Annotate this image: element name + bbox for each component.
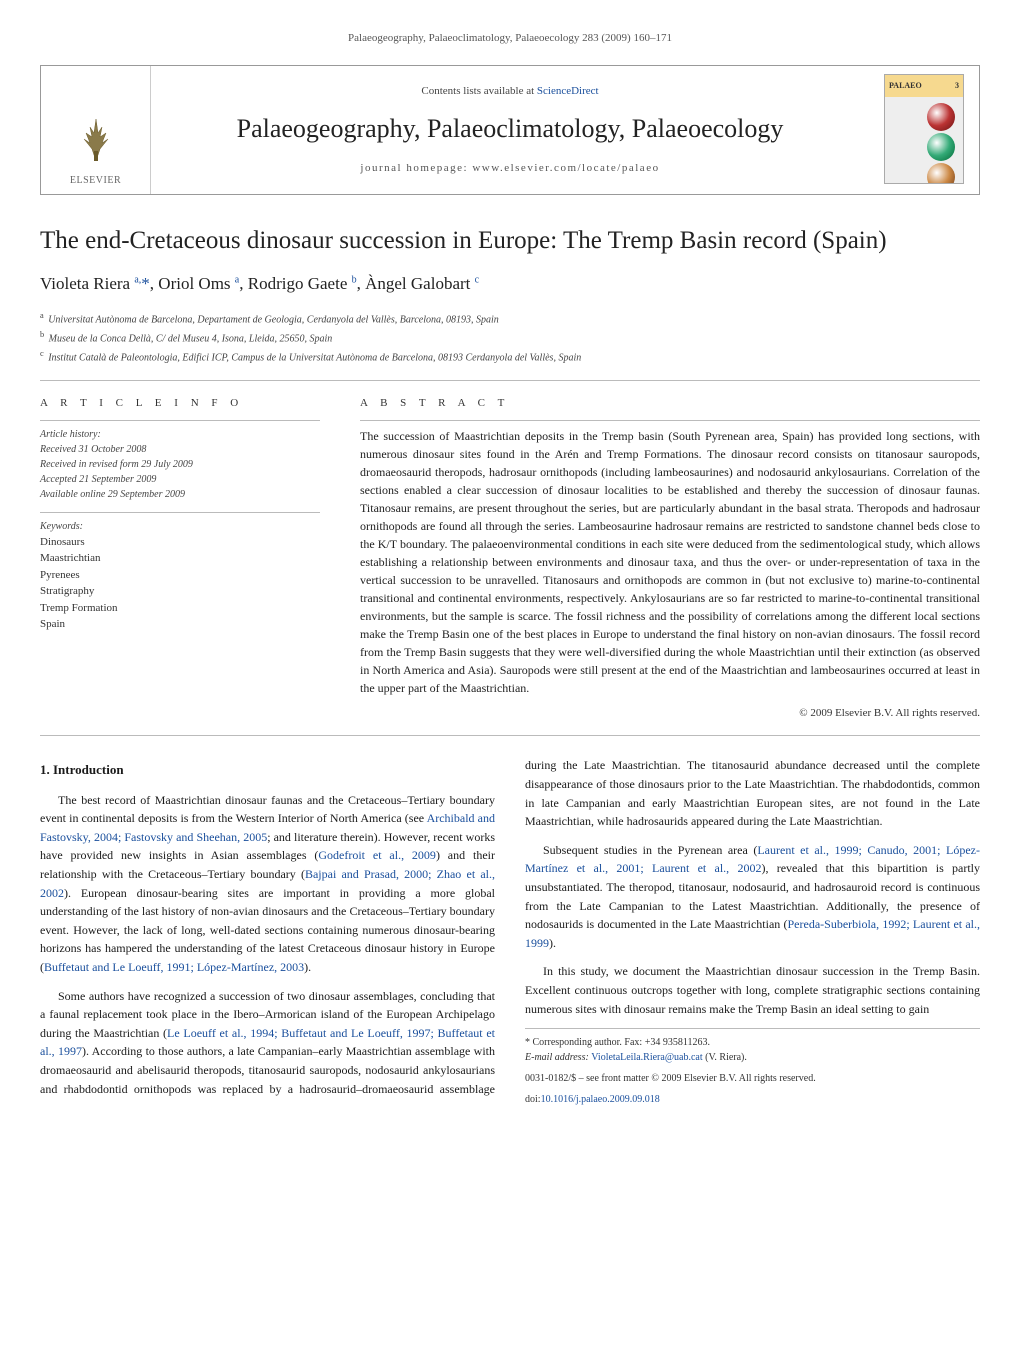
email-link[interactable]: VioletaLeila.Riera@uab.cat [591, 1052, 702, 1063]
journal-cover-thumbnail: PALAEO 3 [884, 74, 964, 184]
running-head: Palaeogeography, Palaeoclimatology, Pala… [40, 30, 980, 47]
history-revised: Received in revised form 29 July 2009 [40, 457, 320, 472]
article-info-row: A R T I C L E I N F O Article history: R… [40, 395, 980, 721]
affiliation: a Universitat Autònoma de Barcelona, Dep… [40, 309, 980, 328]
contents-line: Contents lists available at ScienceDirec… [421, 83, 598, 100]
homepage-prefix: journal homepage: [360, 162, 472, 174]
cover-globe-icon [927, 163, 955, 184]
introduction-head: 1. Introduction [40, 760, 495, 780]
issn-line: 0031-0182/$ – see front matter © 2009 El… [525, 1071, 980, 1086]
journal-homepage: journal homepage: www.elsevier.com/locat… [360, 160, 659, 177]
cover-thumbnail-block: PALAEO 3 [869, 66, 979, 194]
abstract-text: The succession of Maastrichtian deposits… [360, 427, 980, 697]
keyword: Maastrichtian [40, 550, 320, 567]
body-paragraph: In this study, we document the Maastrich… [525, 962, 980, 1018]
divider [40, 380, 980, 381]
divider [360, 420, 980, 421]
article-history: Article history: Received 31 October 200… [40, 427, 320, 502]
cover-head: PALAEO 3 [885, 75, 963, 97]
keyword: Stratigraphy [40, 583, 320, 600]
elsevier-tree-icon [70, 113, 122, 165]
doi-label: doi: [525, 1094, 541, 1105]
body-paragraph: The best record of Maastrichtian dinosau… [40, 791, 495, 977]
journal-title: Palaeogeography, Palaeoclimatology, Pala… [237, 109, 784, 148]
author-list: Violeta Riera a,*, Oriol Oms a, Rodrigo … [40, 271, 980, 297]
footnote-corr: * Corresponding author. Fax: +34 9358112… [525, 1035, 980, 1050]
keywords-label: Keywords: [40, 519, 320, 534]
keyword: Pyrenees [40, 567, 320, 584]
cover-badge: 3 [955, 80, 959, 92]
history-received: Received 31 October 2008 [40, 442, 320, 457]
body-paragraph: Subsequent studies in the Pyrenean area … [525, 841, 980, 953]
divider [40, 420, 320, 421]
abstract-head: A B S T R A C T [360, 395, 980, 412]
keywords-list: Dinosaurs Maastrichtian Pyrenees Stratig… [40, 534, 320, 633]
article-info-head: A R T I C L E I N F O [40, 395, 320, 412]
article-info-column: A R T I C L E I N F O Article history: R… [40, 395, 320, 721]
doi-line: doi:10.1016/j.palaeo.2009.09.018 [525, 1092, 980, 1107]
keywords-block: Keywords: Dinosaurs Maastrichtian Pyrene… [40, 512, 320, 633]
affiliations: a Universitat Autònoma de Barcelona, Dep… [40, 309, 980, 367]
body-two-column: 1. Introduction The best record of Maast… [40, 756, 980, 1107]
history-label: Article history: [40, 427, 320, 442]
homepage-url: www.elsevier.com/locate/palaeo [472, 162, 659, 174]
affiliation: c Institut Català de Paleontologia, Edif… [40, 347, 980, 366]
cover-label: PALAEO [889, 80, 922, 92]
history-accepted: Accepted 21 September 2009 [40, 472, 320, 487]
copyright-line: © 2009 Elsevier B.V. All rights reserved… [360, 705, 980, 722]
affiliation: b Museu de la Conca Dellà, C/ del Museu … [40, 328, 980, 347]
history-online: Available online 29 September 2009 [40, 487, 320, 502]
keyword: Spain [40, 616, 320, 633]
publisher-name: ELSEVIER [70, 173, 121, 188]
email-suffix: (V. Riera). [703, 1052, 747, 1063]
publisher-logo-block: ELSEVIER [41, 66, 151, 194]
abstract-column: A B S T R A C T The succession of Maastr… [360, 395, 980, 721]
article-title: The end-Cretaceous dinosaur succession i… [40, 225, 980, 258]
cover-globe-icon [927, 103, 955, 131]
corresponding-author-footnote: * Corresponding author. Fax: +34 9358112… [525, 1028, 980, 1065]
divider [40, 735, 980, 736]
doi-link[interactable]: 10.1016/j.palaeo.2009.09.018 [541, 1094, 660, 1105]
keyword: Dinosaurs [40, 534, 320, 551]
sciencedirect-link[interactable]: ScienceDirect [537, 85, 599, 97]
keyword: Tremp Formation [40, 600, 320, 617]
journal-banner: ELSEVIER Contents lists available at Sci… [40, 65, 980, 195]
cover-globe-icon [927, 133, 955, 161]
footnote-email-line: E-mail address: VioletaLeila.Riera@uab.c… [525, 1050, 980, 1065]
banner-center: Contents lists available at ScienceDirec… [151, 66, 869, 194]
email-label: E-mail address: [525, 1052, 591, 1063]
contents-prefix: Contents lists available at [421, 85, 536, 97]
